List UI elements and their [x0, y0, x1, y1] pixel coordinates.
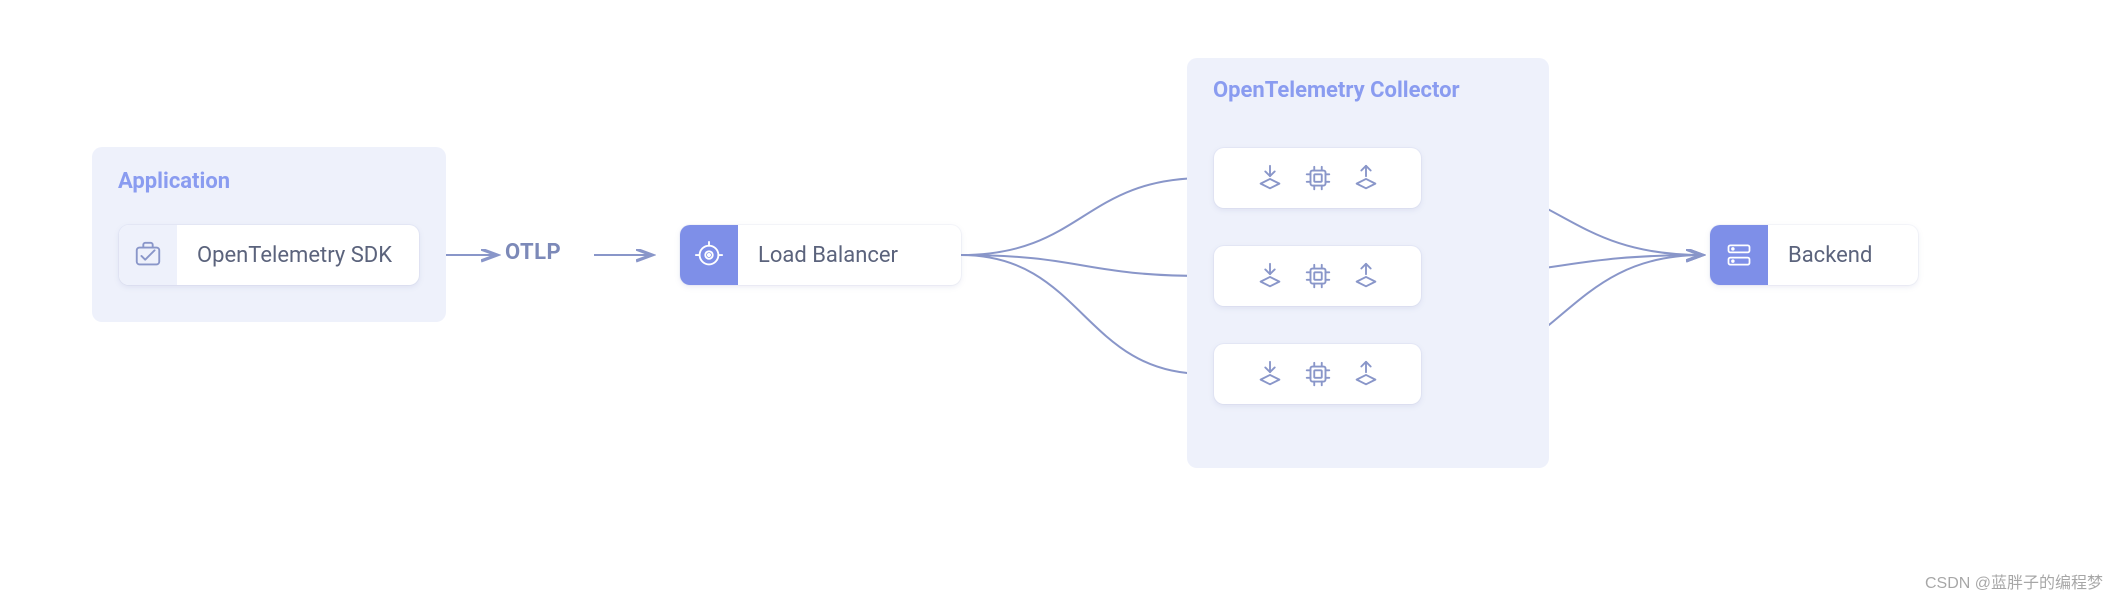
load-balancer-node-label: Load Balancer	[738, 243, 961, 268]
backend-node-label: Backend	[1768, 243, 1918, 268]
receiver-icon	[1255, 163, 1285, 193]
protocol-label: OTLP	[505, 240, 561, 265]
collector-instance	[1214, 344, 1421, 404]
telemetry-sdk-icon	[119, 225, 177, 285]
load-balancer-node: Load Balancer	[680, 225, 961, 285]
connector-edge	[961, 255, 1205, 374]
backend-node: Backend	[1710, 225, 1918, 285]
exporter-icon	[1351, 163, 1381, 193]
collector-instance	[1214, 246, 1421, 306]
connector-edge	[961, 255, 1205, 276]
processor-icon	[1303, 359, 1333, 389]
collector-panel-title: OpenTelemetry Collector	[1213, 78, 1460, 103]
exporter-icon	[1351, 359, 1381, 389]
watermark-text: CSDN @蓝胖子的编程梦	[1925, 569, 2103, 593]
collector-instance	[1214, 148, 1421, 208]
processor-icon	[1303, 163, 1333, 193]
exporter-icon	[1351, 261, 1381, 291]
receiver-icon	[1255, 261, 1285, 291]
application-panel-title: Application	[118, 169, 230, 194]
load-balancer-icon	[680, 225, 738, 285]
processor-icon	[1303, 261, 1333, 291]
backend-icon	[1710, 225, 1768, 285]
sdk-node-label: OpenTelemetry SDK	[177, 243, 419, 268]
sdk-node: OpenTelemetry SDK	[119, 225, 419, 285]
receiver-icon	[1255, 359, 1285, 389]
connector-edge	[961, 178, 1205, 255]
